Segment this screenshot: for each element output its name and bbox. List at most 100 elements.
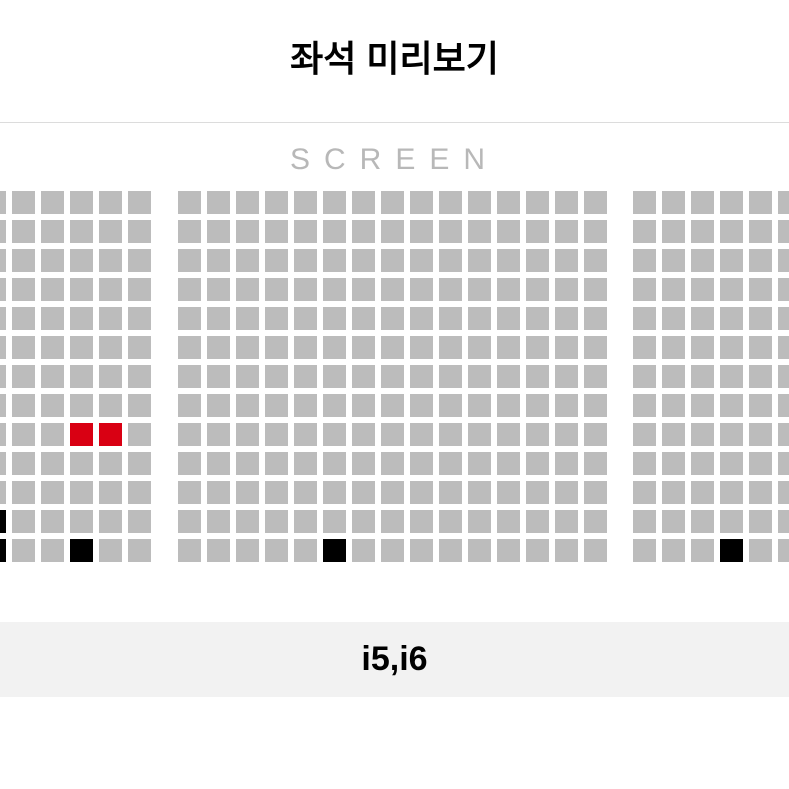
seat[interactable] xyxy=(468,278,491,301)
seat[interactable] xyxy=(584,249,607,272)
seat[interactable] xyxy=(720,365,743,388)
seat[interactable] xyxy=(323,220,346,243)
seat[interactable] xyxy=(662,278,685,301)
seat[interactable] xyxy=(0,481,6,504)
seat[interactable] xyxy=(294,481,317,504)
seat[interactable] xyxy=(178,481,201,504)
seat[interactable] xyxy=(352,220,375,243)
seat[interactable] xyxy=(584,539,607,562)
seat[interactable] xyxy=(439,336,462,359)
seat[interactable] xyxy=(555,307,578,330)
seat[interactable] xyxy=(236,249,259,272)
seat[interactable] xyxy=(468,220,491,243)
seat[interactable] xyxy=(70,365,93,388)
seat[interactable] xyxy=(207,220,230,243)
seat[interactable] xyxy=(662,307,685,330)
seat[interactable] xyxy=(584,220,607,243)
seat[interactable] xyxy=(128,423,151,446)
seat[interactable] xyxy=(236,365,259,388)
seat[interactable] xyxy=(265,423,288,446)
seat[interactable] xyxy=(178,423,201,446)
seat[interactable] xyxy=(468,394,491,417)
seat[interactable] xyxy=(70,191,93,214)
seat[interactable] xyxy=(294,336,317,359)
seat[interactable] xyxy=(526,452,549,475)
seat[interactable] xyxy=(468,510,491,533)
seat[interactable] xyxy=(778,336,789,359)
seat[interactable] xyxy=(265,307,288,330)
seat[interactable] xyxy=(720,191,743,214)
seat[interactable] xyxy=(633,423,656,446)
seat[interactable] xyxy=(778,249,789,272)
seat[interactable] xyxy=(720,307,743,330)
seat[interactable] xyxy=(352,423,375,446)
seat[interactable] xyxy=(439,510,462,533)
seat[interactable] xyxy=(497,423,520,446)
seat[interactable] xyxy=(323,452,346,475)
seat[interactable] xyxy=(468,249,491,272)
seat[interactable] xyxy=(468,307,491,330)
seat[interactable] xyxy=(381,191,404,214)
seat[interactable] xyxy=(41,336,64,359)
seat[interactable] xyxy=(584,423,607,446)
seat[interactable] xyxy=(497,191,520,214)
seat[interactable] xyxy=(555,539,578,562)
seat[interactable] xyxy=(526,191,549,214)
seat[interactable] xyxy=(41,481,64,504)
seat[interactable] xyxy=(0,365,6,388)
seat[interactable] xyxy=(207,336,230,359)
seat[interactable] xyxy=(294,394,317,417)
seat[interactable] xyxy=(633,249,656,272)
seat[interactable] xyxy=(352,510,375,533)
seat[interactable] xyxy=(720,423,743,446)
seat[interactable] xyxy=(352,394,375,417)
seat[interactable] xyxy=(178,220,201,243)
seat[interactable] xyxy=(265,249,288,272)
seat[interactable] xyxy=(99,307,122,330)
seat[interactable] xyxy=(0,249,6,272)
seat[interactable] xyxy=(207,510,230,533)
seat[interactable] xyxy=(352,481,375,504)
seat[interactable] xyxy=(178,510,201,533)
seat[interactable] xyxy=(381,481,404,504)
seat[interactable] xyxy=(691,452,714,475)
seat[interactable] xyxy=(468,539,491,562)
seat[interactable] xyxy=(352,336,375,359)
seat[interactable] xyxy=(662,452,685,475)
seat[interactable] xyxy=(381,539,404,562)
seat[interactable] xyxy=(70,510,93,533)
seat[interactable] xyxy=(178,191,201,214)
seat[interactable] xyxy=(410,423,433,446)
seat[interactable] xyxy=(236,481,259,504)
seat[interactable] xyxy=(662,191,685,214)
seat[interactable] xyxy=(662,249,685,272)
seat[interactable] xyxy=(555,278,578,301)
seat[interactable] xyxy=(497,394,520,417)
seat[interactable] xyxy=(691,336,714,359)
seat[interactable] xyxy=(720,481,743,504)
seat[interactable] xyxy=(749,278,772,301)
seat[interactable] xyxy=(410,452,433,475)
seat[interactable] xyxy=(439,191,462,214)
seat[interactable] xyxy=(497,510,520,533)
seat[interactable] xyxy=(410,510,433,533)
seat[interactable] xyxy=(12,365,35,388)
seat[interactable] xyxy=(439,452,462,475)
seat[interactable] xyxy=(352,278,375,301)
seat[interactable] xyxy=(0,191,6,214)
seat[interactable] xyxy=(749,481,772,504)
seat[interactable] xyxy=(99,394,122,417)
seat[interactable] xyxy=(236,336,259,359)
seat[interactable] xyxy=(439,394,462,417)
seat[interactable] xyxy=(662,394,685,417)
seat[interactable] xyxy=(468,336,491,359)
seat[interactable] xyxy=(41,510,64,533)
seat[interactable] xyxy=(381,220,404,243)
seat[interactable] xyxy=(323,307,346,330)
seat[interactable] xyxy=(70,481,93,504)
seat[interactable] xyxy=(99,278,122,301)
seat[interactable] xyxy=(178,336,201,359)
seat[interactable] xyxy=(749,510,772,533)
seat[interactable] xyxy=(41,220,64,243)
seat[interactable] xyxy=(497,249,520,272)
